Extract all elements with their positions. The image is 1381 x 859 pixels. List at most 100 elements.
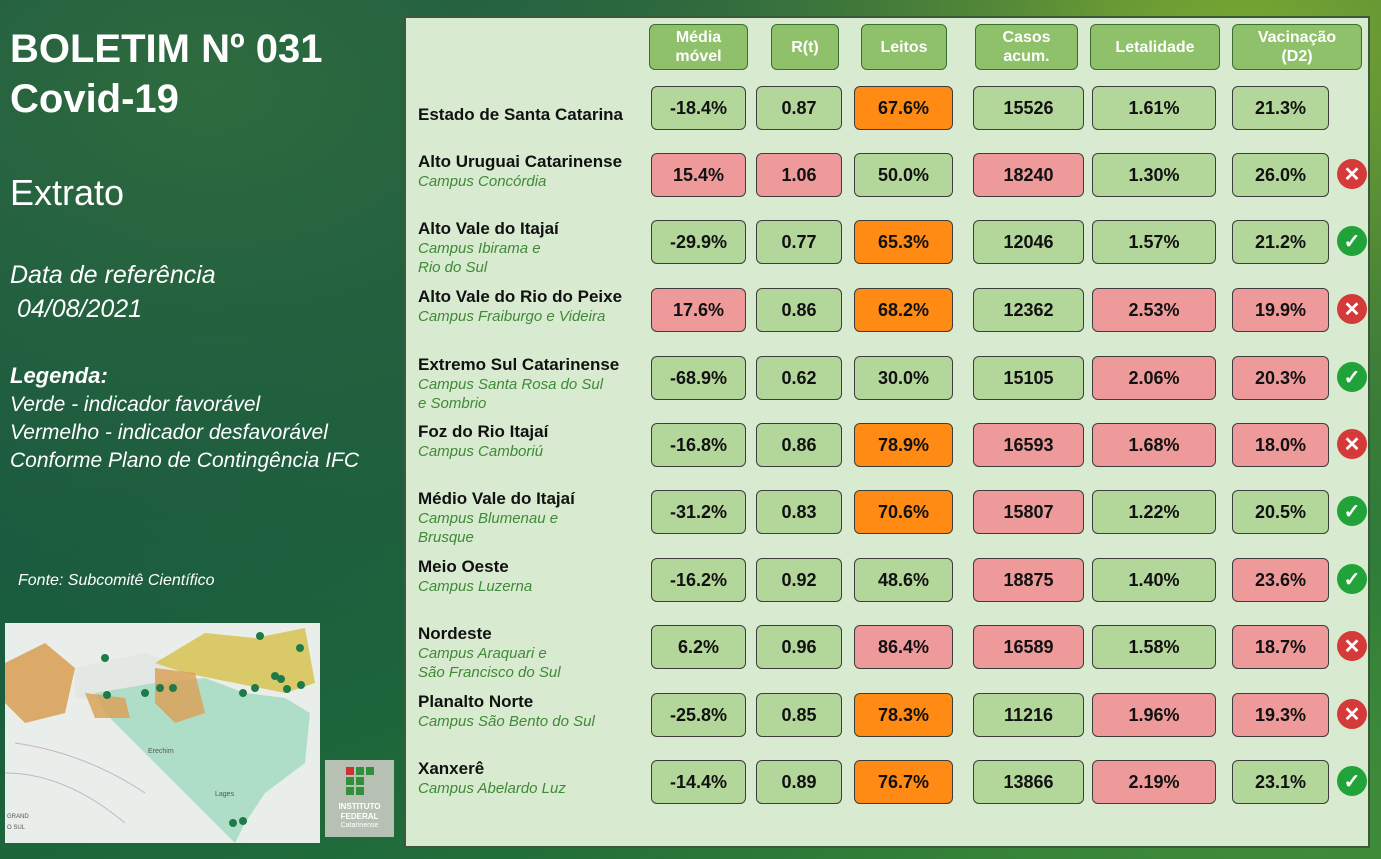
legend-title: Legenda: xyxy=(10,363,108,388)
indicators-table: Média móvel R(t) Leitos Casos acum. Letalida… xyxy=(404,16,1370,848)
region-label: Alto Uruguai Catarinense Campus Concórdia xyxy=(418,152,653,191)
cell-cumulative-cases: 15105 xyxy=(973,356,1084,400)
cross-icon: ✕ xyxy=(1337,699,1367,729)
bulletin-title: BOLETIM Nº 031 Covid-19 xyxy=(10,24,322,124)
cell-lethality: 2.53% xyxy=(1092,288,1216,332)
cell-moving-average: 6.2% xyxy=(651,625,746,669)
cell-rt: 0.85 xyxy=(756,693,842,737)
legend-source-plan: Conforme Plano de Contingência IFC xyxy=(10,449,360,472)
region-name: Médio Vale do Itajaí xyxy=(418,489,575,508)
cell-moving-average: -25.8% xyxy=(651,693,746,737)
logo-line1: INSTITUTO xyxy=(338,802,381,811)
cross-icon: ✕ xyxy=(1337,294,1367,324)
region-name: Alto Vale do Rio do Peixe xyxy=(418,287,623,306)
svg-text:Erechim: Erechim xyxy=(148,748,174,755)
map-graphic: Erechim Lages GRAND O SUL xyxy=(5,623,320,843)
cell-moving-average: -29.9% xyxy=(651,220,746,264)
cell-cumulative-cases: 16589 xyxy=(973,625,1084,669)
legend: Legenda: Verde - indicador favorável Ver… xyxy=(10,362,359,475)
cell-cumulative-cases: 18240 xyxy=(973,153,1084,197)
region-name: Extremo Sul Catarinense xyxy=(418,355,620,374)
svg-text:GRAND: GRAND xyxy=(7,814,29,820)
cross-icon: ✕ xyxy=(1337,159,1367,189)
cell-rt: 0.86 xyxy=(756,288,842,332)
campus-name: Campus Camboriú xyxy=(418,443,544,460)
cell-vaccination: 19.3% xyxy=(1232,693,1329,737)
reference-date-label: Data de referência xyxy=(10,261,216,289)
cell-lethality: 1.40% xyxy=(1092,558,1216,602)
cell-beds: 76.7% xyxy=(854,760,953,804)
cell-moving-average: -18.4% xyxy=(651,86,746,130)
cell-cumulative-cases: 12046 xyxy=(973,220,1084,264)
campus-name: Campus Blumenau e Brusque xyxy=(418,510,559,546)
cell-moving-average: 15.4% xyxy=(651,153,746,197)
region-name: Foz do Rio Itajaí xyxy=(418,422,549,441)
header-cumulative-cases: Casos acum. xyxy=(975,24,1078,70)
cell-lethality: 1.22% xyxy=(1092,490,1216,534)
cell-moving-average: -31.2% xyxy=(651,490,746,534)
region-name: Meio Oeste xyxy=(418,557,509,576)
cell-vaccination: 26.0% xyxy=(1232,153,1329,197)
region-name: Planalto Norte xyxy=(418,692,534,711)
source-note: Fonte: Subcomitê Científico xyxy=(18,572,215,589)
check-icon: ✓ xyxy=(1337,362,1367,392)
cell-lethality: 1.57% xyxy=(1092,220,1216,264)
region-label: Extremo Sul Catarinense Campus Santa Rosa… xyxy=(418,355,653,413)
region-name: Xanxerê xyxy=(418,759,485,778)
logo-line2: FEDERAL xyxy=(340,812,379,821)
cell-beds: 68.2% xyxy=(854,288,953,332)
cell-rt: 0.92 xyxy=(756,558,842,602)
cell-beds: 78.9% xyxy=(854,423,953,467)
header-moving-average: Média móvel xyxy=(649,24,748,70)
cell-rt: 0.86 xyxy=(756,423,842,467)
cell-vaccination: 23.6% xyxy=(1232,558,1329,602)
cell-vaccination: 21.3% xyxy=(1232,86,1329,130)
legend-green: Verde - indicador favorável xyxy=(10,393,261,416)
campus-name: Campus Fraiburgo e Videira xyxy=(418,308,606,325)
region-label: Alto Vale do Rio do Peixe Campus Fraiburg… xyxy=(418,287,653,326)
region-label: Nordeste Campus Araquari e São Francisco … xyxy=(418,624,653,682)
svg-text:Lages: Lages xyxy=(215,791,235,798)
header-lethality: Letalidade xyxy=(1090,24,1220,70)
cell-beds: 86.4% xyxy=(854,625,953,669)
region-label: Foz do Rio Itajaí Campus Camboriú xyxy=(418,422,653,461)
campus-name: Campus Ibirama e Rio do Sul xyxy=(418,240,541,276)
check-icon: ✓ xyxy=(1337,496,1367,526)
check-icon: ✓ xyxy=(1337,766,1367,796)
region-name: Nordeste xyxy=(418,624,492,643)
logo-line3: Catarinense xyxy=(340,822,379,829)
check-icon: ✓ xyxy=(1337,564,1367,594)
reference-date-value: 04/08/2021 xyxy=(10,295,143,323)
cell-moving-average: -68.9% xyxy=(651,356,746,400)
cell-beds: 70.6% xyxy=(854,490,953,534)
regions-map: Erechim Lages GRAND O SUL xyxy=(5,623,320,843)
cell-vaccination: 23.1% xyxy=(1232,760,1329,804)
region-label: Alto Vale do Itajaí Campus Ibirama e Rio … xyxy=(418,219,653,277)
cell-vaccination: 20.5% xyxy=(1232,490,1329,534)
institute-logo: INSTITUTO FEDERAL Catarinense xyxy=(325,760,394,837)
region-name: Estado de Santa Catarina xyxy=(418,105,624,124)
cell-lethality: 1.68% xyxy=(1092,423,1216,467)
cell-vaccination: 19.9% xyxy=(1232,288,1329,332)
cell-cumulative-cases: 15807 xyxy=(973,490,1084,534)
campus-name: Campus Araquari e São Francisco do Sul xyxy=(418,645,561,681)
cell-lethality: 1.61% xyxy=(1092,86,1216,130)
cell-rt: 0.96 xyxy=(756,625,842,669)
extract-label: Extrato xyxy=(10,172,125,213)
campus-name: Campus Santa Rosa do Sul e Sombrio xyxy=(418,376,604,412)
cell-rt: 0.89 xyxy=(756,760,842,804)
cell-cumulative-cases: 18875 xyxy=(973,558,1084,602)
header-vaccination: Vacinação (D2) xyxy=(1232,24,1362,70)
cell-rt: 1.06 xyxy=(756,153,842,197)
region-name: Alto Vale do Itajaí xyxy=(418,219,559,238)
cell-cumulative-cases: 11216 xyxy=(973,693,1084,737)
header-rt: R(t) xyxy=(771,24,839,70)
cross-icon: ✕ xyxy=(1337,631,1367,661)
bulletin-number: BOLETIM Nº 031 xyxy=(10,27,323,71)
cell-vaccination: 18.0% xyxy=(1232,423,1329,467)
cell-beds: 65.3% xyxy=(854,220,953,264)
cell-vaccination: 21.2% xyxy=(1232,220,1329,264)
campus-name: Campus Abelardo Luz xyxy=(418,780,566,797)
cell-beds: 30.0% xyxy=(854,356,953,400)
region-label: Médio Vale do Itajaí Campus Blumenau e Br… xyxy=(418,489,653,547)
